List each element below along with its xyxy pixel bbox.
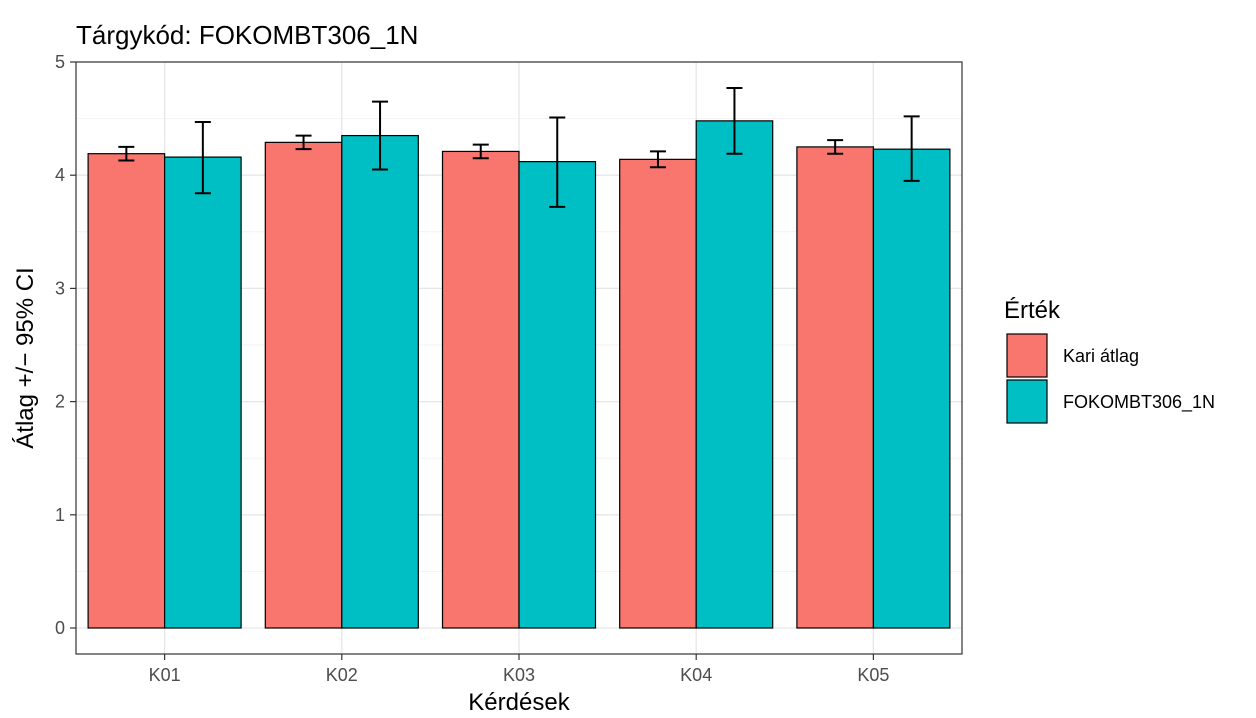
legend-label: Kari átlag [1063, 346, 1139, 366]
x-tick-label: K05 [857, 665, 889, 685]
bar [164, 156, 242, 629]
legend-swatch [1006, 333, 1048, 378]
x-tick-label: K03 [503, 665, 535, 685]
y-tick-label: 3 [55, 278, 65, 298]
bars [87, 120, 951, 629]
bar [695, 120, 774, 629]
bar [619, 158, 697, 629]
bar [264, 141, 343, 629]
plot-panel [75, 61, 963, 655]
y-axis-label: Átlag +/− 95% CI [12, 267, 39, 448]
y-tick-label: 1 [55, 505, 65, 525]
y-tick-label: 2 [55, 392, 65, 412]
error-bars [118, 87, 920, 208]
legend-title: Érték [1004, 297, 1061, 324]
legend: Érték Kari átlag FOKOMBT306_1N [1004, 297, 1215, 424]
bar [872, 148, 951, 629]
bar [796, 146, 875, 629]
bar [441, 150, 520, 629]
y-axis: 0 1 2 3 4 5 [55, 52, 76, 638]
bar [518, 161, 597, 629]
x-tick-label: K04 [680, 665, 712, 685]
y-tick-label: 5 [55, 52, 65, 72]
y-tick-label: 0 [55, 618, 65, 638]
chart-title: Tárgykód: FOKOMBT306_1N [76, 20, 418, 50]
legend-items: Kari átlag FOKOMBT306_1N [1006, 333, 1215, 424]
x-tick-label: K02 [326, 665, 358, 685]
bar [87, 153, 166, 629]
x-tick-label: K01 [149, 665, 181, 685]
x-axis-label: Kérdések [468, 689, 570, 716]
bar [341, 134, 419, 629]
legend-label: FOKOMBT306_1N [1063, 392, 1215, 413]
y-tick-label: 4 [55, 165, 65, 185]
x-axis: K01 K02 K03 K04 K05 [149, 654, 889, 685]
legend-swatch [1006, 379, 1048, 424]
